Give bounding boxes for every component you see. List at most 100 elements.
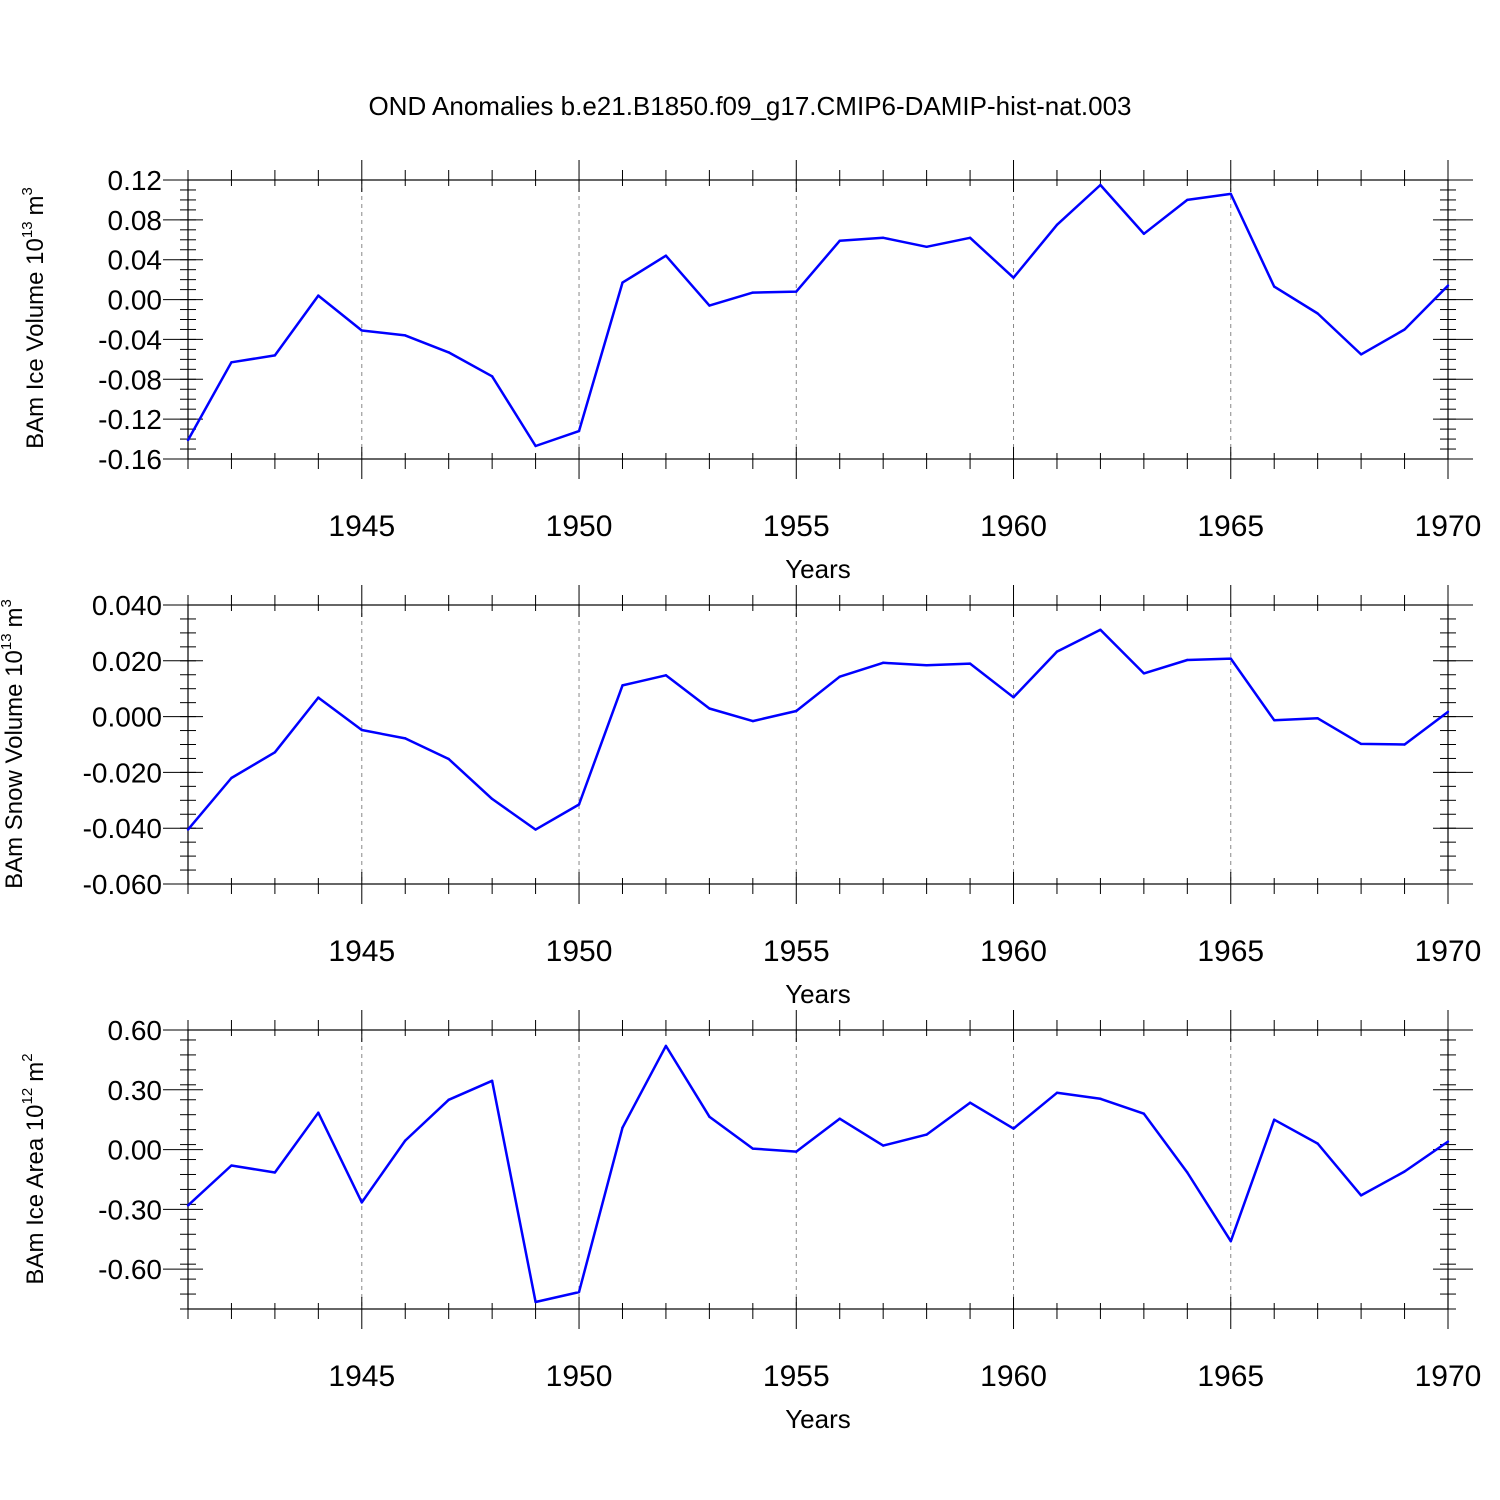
data-point-1955: [795, 1150, 798, 1153]
data-point-1964: [1186, 1171, 1189, 1174]
data-point-1945: [360, 728, 363, 732]
data-point-1970: [1446, 710, 1450, 714]
y-tick-label: -0.08: [98, 364, 162, 395]
data-point-1950: [577, 1290, 581, 1294]
y-tick-label: -0.16: [98, 444, 162, 475]
data-point-1967: [1316, 312, 1319, 315]
data-point-1968: [1359, 353, 1363, 356]
data-point-1961: [1055, 650, 1059, 653]
data-point-1943: [273, 1171, 277, 1174]
y-tick-label: 0.12: [108, 165, 163, 196]
y-tick-label: -0.12: [98, 404, 162, 435]
data-point-1968: [1359, 742, 1363, 746]
ylabel-unit: m: [22, 1062, 49, 1082]
data-point-1941: [186, 1204, 190, 1207]
data-point-1963: [1142, 672, 1146, 675]
panel-ice-area: BAm Ice Area 1012 m2 Years 1945 1950 1955 19…: [19, 1010, 1481, 1434]
x-tick-label-1950: 1950: [546, 510, 613, 543]
data-point-1962: [1099, 1097, 1102, 1100]
data-point-1953: [708, 304, 711, 307]
data-point-1944: [317, 294, 320, 297]
y-tick-label: 0.04: [108, 245, 163, 276]
data-point-1954: [751, 1147, 755, 1150]
data-point-1941: [186, 438, 190, 442]
xlabel-ice-volume: Years: [785, 554, 851, 584]
x-tick-label-1965: 1965: [1197, 510, 1264, 543]
data-point-1954: [751, 719, 755, 723]
panel-ice-volume: BAm Ice Volume 1013 m3 Years 1945 1950 1955…: [19, 160, 1481, 584]
data-point-1946: [404, 737, 407, 740]
chart-title: OND Anomalies b.e21.B1850.f09_g17.CMIP6-…: [368, 91, 1131, 121]
data-point-1959: [968, 662, 972, 665]
x-tick-label-1965: 1965: [1197, 1360, 1264, 1393]
data-point-1945: [360, 329, 363, 332]
y-tick-label: 0.00: [108, 285, 163, 316]
data-point-1970: [1446, 1140, 1450, 1143]
data-point-1965: [1229, 192, 1232, 196]
data-point-1960: [1012, 1127, 1015, 1130]
data-point-1965: [1229, 657, 1232, 660]
x-tick-label-1970: 1970: [1415, 935, 1482, 968]
series-line-snow-volume: [187, 628, 1449, 831]
data-point-1969: [1403, 328, 1406, 331]
x-tick-label-1950: 1950: [546, 935, 613, 968]
data-point-1956: [838, 675, 841, 678]
data-point-1962: [1099, 183, 1102, 187]
data-point-1943: [273, 751, 277, 754]
series-line-ice-area: [187, 1044, 1449, 1304]
x-tick-label-1945: 1945: [328, 935, 395, 968]
data-point-1955: [795, 290, 798, 293]
data-point-1965: [1229, 1240, 1232, 1243]
data-point-1970: [1446, 284, 1450, 287]
ylabel-text: BAm Snow Volume 10: [1, 650, 28, 889]
data-point-1946: [404, 334, 407, 337]
data-point-1941: [186, 828, 190, 831]
data-point-1949: [534, 828, 537, 831]
x-tick-label-1955: 1955: [763, 510, 830, 543]
data-point-1952: [664, 674, 668, 677]
data-point-1962: [1099, 628, 1102, 632]
data-point-1956: [838, 1117, 841, 1120]
data-point-1951: [621, 684, 624, 687]
data-point-1948: [490, 375, 494, 378]
data-point-1944: [317, 1111, 320, 1114]
data-point-1964: [1186, 198, 1189, 202]
data-point-1957: [881, 661, 885, 664]
x-tick-label-1955: 1955: [763, 1360, 830, 1393]
data-point-1960: [1012, 276, 1015, 279]
y-tick-label: -0.040: [83, 813, 162, 844]
plot-frame-snow-volume: [187, 604, 1449, 885]
x-tick-label-1945: 1945: [328, 1360, 395, 1393]
data-point-1967: [1316, 717, 1319, 720]
plot-frame-ice-area: [187, 1029, 1449, 1310]
data-point-1951: [621, 281, 624, 284]
y-tick-label: 0.60: [108, 1015, 163, 1046]
data-point-1961: [1055, 1091, 1059, 1094]
data-point-1957: [881, 1144, 885, 1147]
data-point-1961: [1055, 223, 1059, 227]
data-point-1967: [1316, 1142, 1319, 1145]
y-tick-label: -0.30: [98, 1194, 162, 1225]
y-tick-label: -0.04: [98, 324, 162, 355]
data-point-1957: [881, 236, 885, 239]
y-tick-label: 0.08: [108, 205, 163, 236]
ylabel-unit-exponent: 3: [19, 187, 36, 195]
ylabel-text: BAm Ice Volume 10: [22, 238, 49, 449]
data-point-1958: [925, 1133, 928, 1136]
data-point-1959: [968, 1101, 972, 1104]
x-tick-label-1970: 1970: [1415, 1360, 1482, 1393]
data-point-1946: [404, 1139, 407, 1142]
xlabel-snow-volume: Years: [785, 979, 851, 1009]
plot-frame-ice-volume: [187, 179, 1449, 460]
data-point-1955: [795, 709, 798, 713]
data-point-1947: [447, 757, 450, 761]
data-point-1953: [708, 707, 711, 710]
series-line-ice-volume: [186, 183, 1449, 448]
data-point-1969: [1403, 1170, 1406, 1173]
ylabel-exponent: 13: [0, 633, 15, 650]
x-tick-label-1945: 1945: [328, 510, 395, 543]
y-tick-label: 0.040: [92, 590, 162, 621]
ylabel-unit-exponent: 2: [19, 1053, 36, 1061]
y-tick-label: 0.00: [108, 1135, 163, 1166]
